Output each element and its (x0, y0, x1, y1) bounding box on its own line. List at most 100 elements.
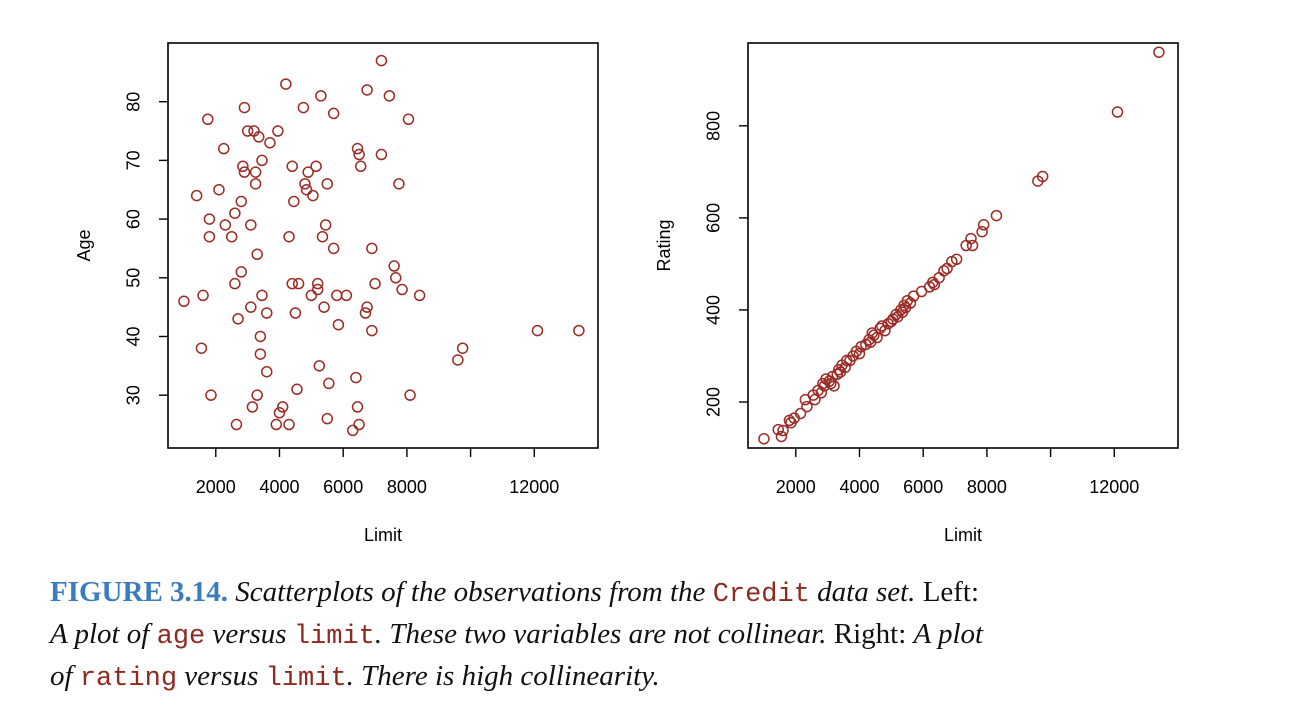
data-point (313, 360, 326, 372)
x-tick-label: 4000 (839, 477, 879, 497)
data-point (251, 389, 263, 401)
caption-text-8: versus (184, 660, 259, 692)
caption-text-4: versus (212, 618, 287, 650)
data-point (217, 142, 230, 155)
data-point (353, 418, 365, 431)
data-point (1153, 46, 1165, 58)
data-point (772, 423, 785, 436)
data-point (1111, 106, 1124, 118)
data-point (229, 277, 241, 290)
x-tick-label: 2000 (776, 477, 816, 497)
data-point (246, 401, 259, 413)
data-point (297, 101, 310, 114)
x-tick-label: 8000 (387, 477, 427, 497)
scatterplot-rating-vs-limit: 2000 4000 6000 8000 12000 200 400 600 800 Limit Ra… (654, 42, 1179, 545)
code-limit-2: limit (265, 664, 347, 694)
data-point (273, 407, 286, 419)
data-point (280, 78, 292, 90)
data-point (299, 178, 311, 190)
data-point (354, 160, 367, 173)
data-point (229, 207, 241, 219)
data-point (318, 301, 330, 313)
data-point (249, 166, 262, 178)
data-point (327, 242, 340, 255)
data-point (319, 219, 332, 231)
caption-left-label: Left: (922, 576, 980, 608)
data-point (361, 301, 373, 313)
y-tick-label: 30 (124, 385, 144, 405)
data-point (264, 137, 276, 149)
data-point (369, 277, 381, 290)
data-point (965, 232, 977, 245)
data-point (232, 313, 244, 325)
x-tick-label: 4000 (259, 477, 299, 497)
data-point (283, 418, 295, 431)
data-point (238, 166, 251, 178)
y-tick-label: 70 (124, 150, 144, 170)
data-point (276, 401, 289, 413)
y-tick-label: 60 (124, 209, 144, 229)
data-point (289, 307, 302, 319)
data-point (286, 160, 298, 173)
data-point (241, 125, 254, 137)
x-tick-label: 2000 (196, 477, 236, 497)
x-tick-label: 6000 (903, 477, 943, 497)
data-point (775, 430, 788, 443)
caption-line-3: of rating versus limit. There is high co… (50, 657, 1270, 699)
data-point (393, 178, 405, 190)
y-tick-label: 40 (124, 326, 144, 346)
data-point (202, 113, 214, 126)
caption-text-1: Scatterplots of the observations from th… (235, 576, 706, 608)
data-point (366, 242, 378, 255)
data-point (203, 230, 216, 243)
data-point (321, 412, 334, 425)
data-point (941, 262, 953, 275)
data-point (456, 342, 469, 354)
data-point (315, 90, 327, 102)
data-point (256, 154, 268, 167)
caption-text-6: A plot (913, 618, 984, 650)
data-point (245, 219, 257, 231)
data-point (853, 347, 866, 360)
plot-frame (747, 42, 1179, 449)
data-point (197, 289, 209, 302)
y-tick-label: 400 (704, 295, 724, 325)
data-point (316, 230, 329, 243)
caption-text-7: of (50, 660, 73, 692)
y-axis-label: Age (74, 229, 94, 261)
figure-number: FIGURE 3.14. (50, 576, 229, 608)
data-point (375, 54, 388, 67)
data-point (310, 160, 322, 173)
data-point (573, 324, 585, 337)
y-tick-label: 800 (704, 111, 724, 141)
data-point (332, 318, 345, 331)
data-point (235, 266, 248, 278)
data-point (976, 225, 988, 238)
data-point (366, 324, 378, 337)
data-point (777, 424, 789, 437)
caption-line-2: A plot of age versus limit. These two va… (50, 615, 1270, 657)
x-tick-label: 12000 (509, 477, 559, 497)
data-point (879, 324, 891, 337)
data-point (828, 380, 840, 392)
data-point (801, 400, 813, 413)
data-point (302, 166, 314, 178)
caption-text-5: . These two variables are not collinear. (374, 618, 827, 650)
data-point (353, 148, 365, 161)
data-point (383, 90, 396, 102)
data-point (260, 307, 273, 319)
data-point (190, 189, 203, 202)
caption-right-label: Right: (833, 618, 907, 650)
data-point (292, 277, 305, 290)
data-point (950, 253, 963, 266)
data-point (966, 239, 979, 252)
data-point (254, 330, 267, 343)
data-point (977, 219, 990, 231)
data-point (389, 272, 402, 284)
y-tick-label: 600 (704, 203, 724, 233)
data-point (283, 230, 295, 243)
data-point (361, 84, 373, 96)
data-point (331, 289, 343, 302)
data-point (291, 383, 303, 396)
data-point (323, 377, 335, 390)
